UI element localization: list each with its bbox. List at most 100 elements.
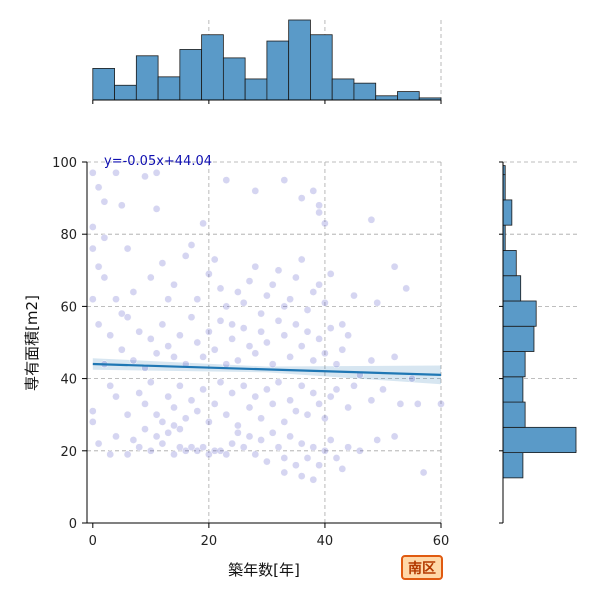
data-point <box>350 381 358 390</box>
data-point <box>164 392 173 401</box>
data-point <box>135 327 144 336</box>
data-point <box>164 342 173 350</box>
data-point <box>292 320 300 329</box>
data-point <box>210 255 219 264</box>
right-hist-bar <box>502 426 577 454</box>
data-point <box>263 457 271 466</box>
data-point <box>112 392 120 401</box>
right-hist-bar <box>502 325 535 352</box>
data-point <box>205 270 213 278</box>
main-axes <box>86 162 441 524</box>
data-point <box>135 443 144 452</box>
data-point <box>164 428 173 437</box>
data-point <box>152 205 161 213</box>
data-point <box>286 295 294 304</box>
data-point <box>332 454 341 462</box>
data-point <box>413 400 422 408</box>
data-point <box>303 306 312 314</box>
data-point <box>297 439 306 448</box>
data-point <box>222 176 231 184</box>
data-point <box>274 443 283 452</box>
data-point <box>297 255 306 264</box>
data-point <box>268 360 277 369</box>
data-point <box>210 345 219 354</box>
data-point <box>263 338 271 347</box>
data-point <box>303 410 312 419</box>
data-point <box>303 454 312 462</box>
data-point <box>245 432 254 441</box>
right-hist-bar <box>502 275 522 302</box>
data-point <box>210 446 219 455</box>
data-point <box>181 414 190 423</box>
data-point <box>88 418 97 426</box>
y-tick-label: 60 <box>60 300 77 315</box>
data-point <box>245 403 254 412</box>
data-point <box>88 168 97 177</box>
data-point <box>245 342 254 350</box>
data-point <box>199 219 207 228</box>
scatter-points <box>88 168 445 484</box>
data-point <box>379 385 387 394</box>
data-point <box>268 400 277 408</box>
data-point <box>222 360 231 369</box>
data-point <box>297 381 306 390</box>
data-point <box>216 316 225 325</box>
top-hist-bar <box>397 91 420 101</box>
top-hist-bar <box>353 82 377 101</box>
data-point <box>315 335 323 343</box>
data-point <box>286 353 294 361</box>
data-point <box>199 443 207 452</box>
data-point <box>286 396 294 405</box>
data-point <box>251 262 260 271</box>
data-point <box>106 381 115 390</box>
data-point <box>112 432 120 441</box>
data-point <box>245 277 254 285</box>
data-point <box>164 295 173 304</box>
top-hist-bar <box>135 55 159 101</box>
data-point <box>100 233 109 242</box>
data-point <box>158 259 167 267</box>
data-point <box>141 425 149 433</box>
data-point <box>170 403 178 412</box>
data-point <box>187 396 196 405</box>
data-point <box>193 446 202 455</box>
data-point <box>88 295 97 304</box>
data-point <box>326 324 335 332</box>
data-point <box>141 172 149 181</box>
data-point <box>274 378 283 387</box>
right-hist-bar <box>502 351 526 378</box>
data-point <box>373 436 382 444</box>
data-point <box>268 280 277 289</box>
data-point <box>170 450 178 459</box>
data-point <box>338 320 347 329</box>
data-point <box>280 454 289 462</box>
data-point <box>187 241 196 249</box>
region-badge: 南区 <box>401 555 443 580</box>
data-point <box>94 262 103 271</box>
data-point <box>193 338 202 347</box>
data-point <box>263 291 271 300</box>
data-point <box>146 446 155 455</box>
data-point <box>292 407 300 415</box>
data-point <box>419 468 428 477</box>
data-point <box>117 309 126 318</box>
data-point <box>239 298 248 307</box>
data-point <box>292 273 300 282</box>
data-point <box>344 403 352 412</box>
data-point <box>187 313 196 322</box>
data-point <box>158 320 167 329</box>
right-hist-bar <box>502 452 524 479</box>
data-point <box>315 280 323 289</box>
data-point <box>94 320 103 329</box>
data-point <box>193 407 202 415</box>
top-hist-bar <box>157 76 181 101</box>
data-point <box>280 176 289 184</box>
data-point <box>100 273 109 282</box>
top-hist-bar <box>266 40 290 101</box>
data-point <box>344 443 352 452</box>
data-point <box>106 450 115 459</box>
data-point <box>181 446 190 455</box>
data-point <box>170 421 178 430</box>
regression-layer <box>92 362 442 376</box>
data-point <box>367 356 376 365</box>
